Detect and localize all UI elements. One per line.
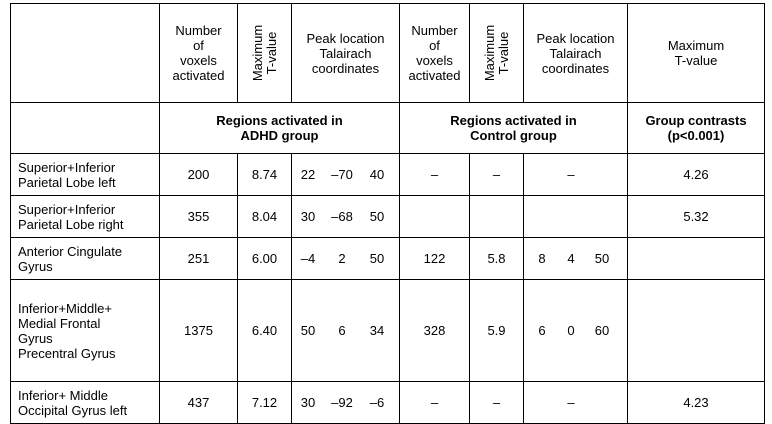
header-num-voxels-adhd: Number of voxels activated	[159, 3, 238, 103]
coord-y: 0	[567, 323, 575, 338]
header-peak-control: Peak location Talairach coordinates	[523, 3, 628, 103]
control-coordinates: 6 0 60	[523, 279, 628, 382]
adhd-coordinates: 30 –92 –6	[291, 381, 400, 424]
control-t-value: 5.8	[469, 237, 524, 280]
control-coordinates: –	[523, 153, 628, 196]
region-name: Anterior Cingulate Gyrus	[10, 237, 160, 280]
control-voxels: 328	[399, 279, 470, 382]
group-contrast: Group contrasts (p<0.001)	[627, 102, 765, 154]
table-row: Anterior Cingulate Gyrus 251 6.00 –4 2 50 …	[10, 237, 765, 280]
header-max-t-adhd-label: Maximum T-value	[249, 24, 279, 82]
control-t-value: 5.9	[469, 279, 524, 382]
contrast-t-value: 4.26	[627, 153, 765, 196]
control-coordinates	[523, 195, 628, 238]
adhd-t-value: 7.12	[237, 381, 292, 424]
table-row: Superior+Inferior Parietal Lobe left 200…	[10, 153, 765, 196]
adhd-t-value: 8.74	[237, 153, 292, 196]
table-row: Superior+Inferior Parietal Lobe right 35…	[10, 195, 765, 238]
group-header-row: Regions activated in ADHD group Regions …	[10, 102, 765, 154]
group-control: Regions activated in Control group	[399, 102, 628, 154]
adhd-coordinates: 30 –68 50	[291, 195, 400, 238]
coord-y: –	[567, 395, 575, 410]
coord-y: –	[567, 167, 575, 182]
control-coordinates: –	[523, 381, 628, 424]
header-max-t-control: Maximum T-value	[469, 3, 524, 103]
coord-z: 40	[369, 167, 385, 182]
header-max-t-contrast: Maximum T-value	[627, 3, 765, 103]
coord-y: –68	[331, 209, 353, 224]
coord-y: –92	[331, 395, 353, 410]
adhd-voxels: 437	[159, 381, 238, 424]
adhd-voxels: 200	[159, 153, 238, 196]
empty-corner-cell	[10, 3, 160, 103]
coord-x: 50	[300, 323, 316, 338]
table-row: Inferior+Middle+ Medial Frontal Gyrus Pr…	[10, 279, 765, 382]
results-table: Number of voxels activated Maximum T-val…	[10, 3, 765, 424]
coord-x: –4	[300, 251, 316, 266]
adhd-voxels: 355	[159, 195, 238, 238]
coord-x: 22	[300, 167, 316, 182]
adhd-t-value: 6.00	[237, 237, 292, 280]
coord-x: 6	[538, 323, 546, 338]
contrast-t-value	[627, 237, 765, 280]
adhd-voxels: 1375	[159, 279, 238, 382]
coord-y: 6	[338, 323, 346, 338]
contrast-t-value: 5.32	[627, 195, 765, 238]
coord-y: –70	[331, 167, 353, 182]
adhd-t-value: 8.04	[237, 195, 292, 238]
contrast-t-value	[627, 279, 765, 382]
coord-z: –6	[369, 395, 385, 410]
header-num-voxels-control: Number of voxels activated	[399, 3, 470, 103]
coord-x: 8	[538, 251, 546, 266]
control-voxels: –	[399, 153, 470, 196]
column-header-row: Number of voxels activated Maximum T-val…	[10, 3, 765, 103]
empty-group-cell	[10, 102, 160, 154]
control-voxels	[399, 195, 470, 238]
control-t-value: –	[469, 153, 524, 196]
adhd-voxels: 251	[159, 237, 238, 280]
control-t-value: –	[469, 381, 524, 424]
adhd-coordinates: –4 2 50	[291, 237, 400, 280]
control-coordinates: 8 4 50	[523, 237, 628, 280]
contrast-t-value: 4.23	[627, 381, 765, 424]
coord-y: 4	[567, 251, 575, 266]
coord-x: 30	[300, 395, 316, 410]
header-max-t-adhd: Maximum T-value	[237, 3, 292, 103]
header-max-t-control-label: Maximum T-value	[481, 24, 511, 82]
control-t-value	[469, 195, 524, 238]
region-name: Superior+Inferior Parietal Lobe left	[10, 153, 160, 196]
coord-z: 50	[369, 209, 385, 224]
header-peak-adhd: Peak location Talairach coordinates	[291, 3, 400, 103]
coord-z: 50	[594, 251, 610, 266]
table-row: Inferior+ Middle Occipital Gyrus left 43…	[10, 381, 765, 424]
region-name: Inferior+ Middle Occipital Gyrus left	[10, 381, 160, 424]
group-adhd: Regions activated in ADHD group	[159, 102, 400, 154]
coord-z: 50	[369, 251, 385, 266]
region-name: Superior+Inferior Parietal Lobe right	[10, 195, 160, 238]
coord-z: 34	[369, 323, 385, 338]
coord-x: 30	[300, 209, 316, 224]
adhd-coordinates: 22 –70 40	[291, 153, 400, 196]
control-voxels: 122	[399, 237, 470, 280]
adhd-t-value: 6.40	[237, 279, 292, 382]
control-voxels: –	[399, 381, 470, 424]
coord-z: 60	[594, 323, 610, 338]
coord-y: 2	[338, 251, 346, 266]
adhd-coordinates: 50 6 34	[291, 279, 400, 382]
region-name: Inferior+Middle+ Medial Frontal Gyrus Pr…	[10, 279, 160, 382]
